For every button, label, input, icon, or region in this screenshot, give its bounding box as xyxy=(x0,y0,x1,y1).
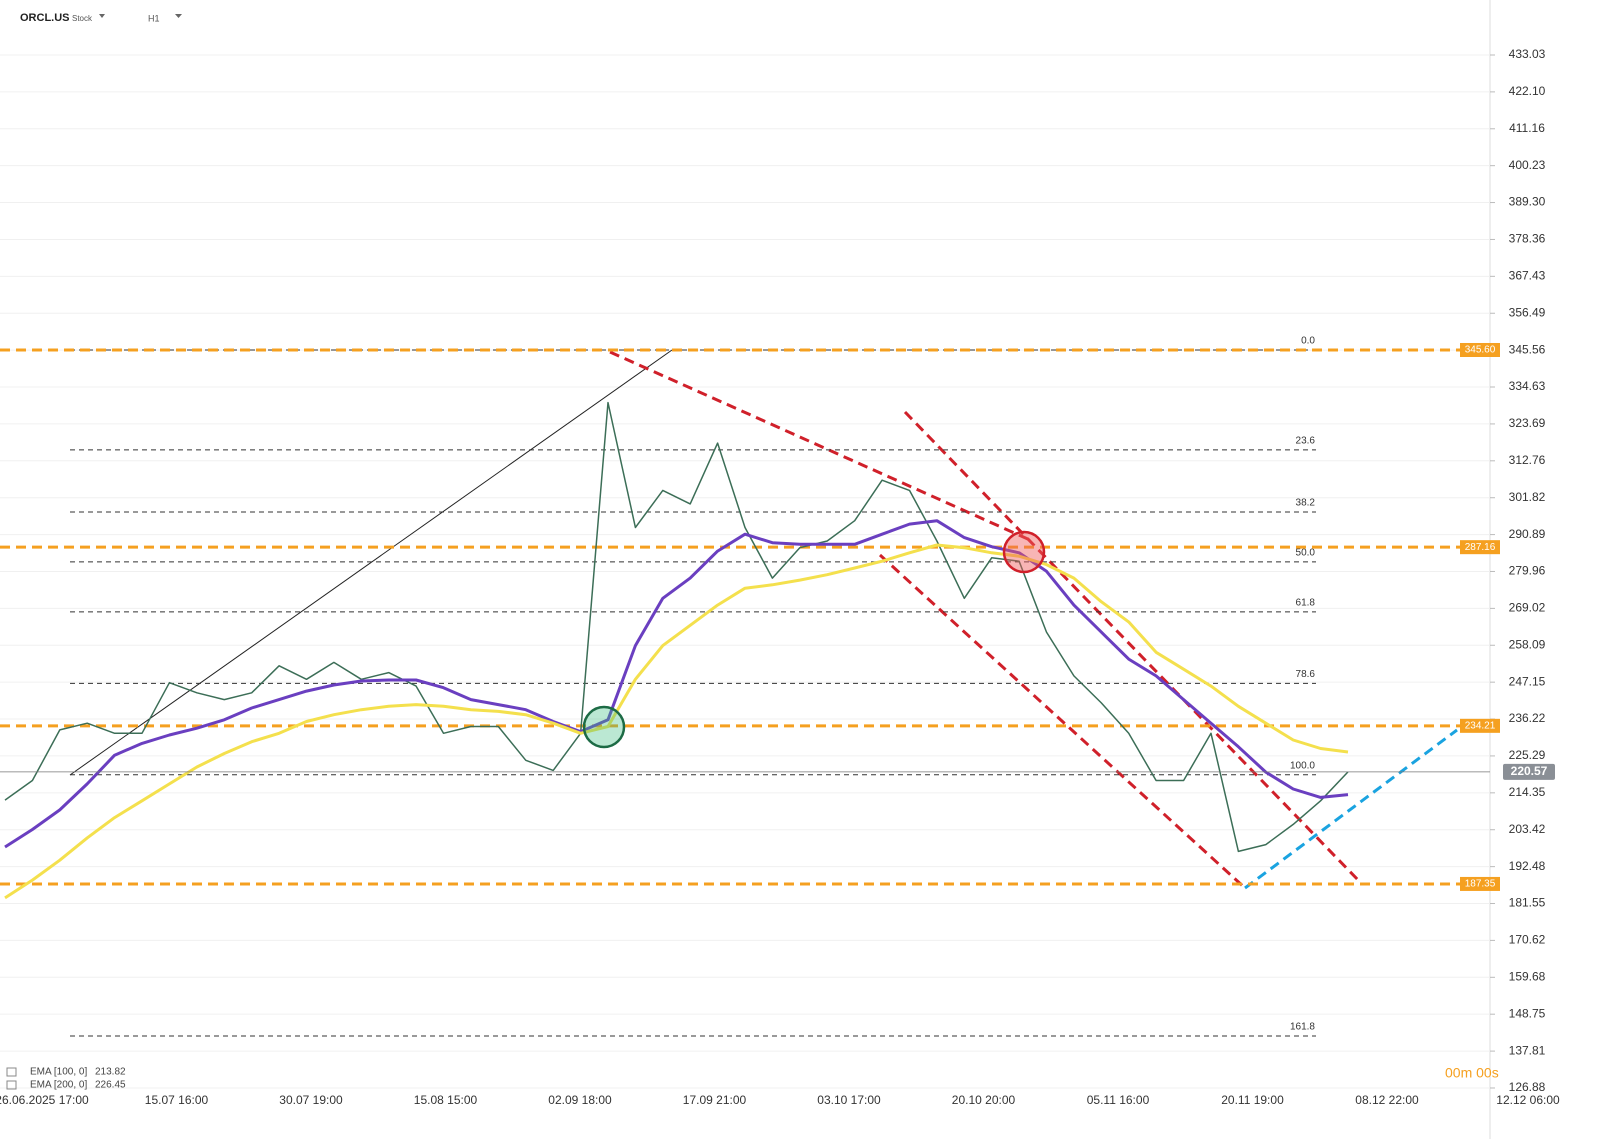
y-tick-label: 148.75 xyxy=(1509,1006,1546,1020)
y-tick-label: 181.55 xyxy=(1509,896,1546,910)
fib-label: 78.6 xyxy=(1296,669,1316,680)
series-line xyxy=(4,519,1349,849)
y-tick-label: 411.16 xyxy=(1509,121,1545,135)
level-label: 287.16 xyxy=(1465,542,1496,553)
y-tick-label: 279.96 xyxy=(1509,564,1546,578)
dropdown-arrow[interactable] xyxy=(99,14,105,18)
y-tick-label: 367.43 xyxy=(1509,269,1546,283)
y-tick-label: 334.63 xyxy=(1509,379,1546,393)
signal-circle xyxy=(1002,530,1046,574)
y-tick-label: 312.76 xyxy=(1509,453,1546,467)
x-tick-label: 08.12 22:00 xyxy=(1355,1093,1419,1107)
trend-line xyxy=(69,349,673,776)
price-tag xyxy=(1503,763,1555,780)
symbol-kind: Stock xyxy=(72,14,93,23)
y-tick-label: 345.56 xyxy=(1509,342,1546,356)
y-tick-label: 258.09 xyxy=(1509,637,1546,651)
x-tick-label: 05.11 16:00 xyxy=(1087,1093,1150,1107)
trend-line xyxy=(903,410,1362,884)
x-tick-label: 02.09 18:00 xyxy=(548,1093,612,1107)
x-tick-label: 30.07 19:00 xyxy=(279,1093,343,1107)
y-tick-label: 225.29 xyxy=(1509,748,1546,762)
legend-value: 226.45 xyxy=(95,1080,126,1091)
level-label: 234.21 xyxy=(1465,720,1496,731)
y-tick-label: 323.69 xyxy=(1509,416,1546,430)
y-tick-label: 400.23 xyxy=(1509,158,1546,172)
trend-line xyxy=(878,553,1247,890)
x-tick-label: 26.06.2025 17:00 xyxy=(0,1093,89,1107)
grid xyxy=(0,54,1490,1089)
y-tick-label: 389.30 xyxy=(1509,195,1546,209)
fib-label: 38.2 xyxy=(1296,498,1316,509)
y-tick-label: 170.62 xyxy=(1509,933,1546,947)
legend-name: EMA [100, 0] xyxy=(30,1067,87,1078)
y-tick-label: 159.68 xyxy=(1509,969,1546,983)
x-tick-label: 03.10 17:00 xyxy=(817,1093,881,1107)
fib-label: 100.0 xyxy=(1290,760,1315,771)
signal-circle xyxy=(582,705,626,749)
timer: 00m 00s xyxy=(1445,1065,1499,1081)
legend-icon xyxy=(6,1080,17,1090)
interval[interactable]: H1 xyxy=(148,13,160,23)
fib-label: 61.8 xyxy=(1296,597,1316,608)
legend-icon xyxy=(6,1067,17,1077)
dropdown-arrow[interactable] xyxy=(175,14,182,18)
x-tick-label: 15.07 16:00 xyxy=(145,1093,209,1107)
price-label: 220.57 xyxy=(1511,764,1548,778)
trend-line xyxy=(609,350,1031,542)
level-tag xyxy=(1460,876,1500,891)
y-tick-label: 214.35 xyxy=(1509,785,1546,799)
x-tick-label: 12.12 06:00 xyxy=(1496,1093,1560,1107)
y-tick-label: 203.42 xyxy=(1509,822,1546,836)
y-tick-label: 433.03 xyxy=(1509,47,1546,61)
y-tick-label: 236.22 xyxy=(1509,711,1546,725)
y-tick-label: 269.02 xyxy=(1509,601,1546,615)
plot: 0.0 23.6 38.2 50.0 61.8 78.6 100.0 161.8 xyxy=(0,336,1490,1037)
series-line xyxy=(4,543,1349,900)
y-tick-label: 301.82 xyxy=(1509,490,1546,504)
y-tick-label: 137.81 xyxy=(1509,1043,1546,1057)
y-tick-label: 290.89 xyxy=(1509,527,1546,541)
x-tick-label: 15.08 15:00 xyxy=(414,1093,478,1107)
y-tick-label: 126.88 xyxy=(1509,1080,1546,1094)
fib-label: 0.0 xyxy=(1301,336,1315,347)
level-label: 345.60 xyxy=(1465,345,1496,356)
fib-label: 23.6 xyxy=(1296,436,1316,447)
x-tick-label: 20.10 20:00 xyxy=(952,1093,1016,1107)
x-tick-label: 20.11 19:00 xyxy=(1221,1093,1284,1107)
y-tick-label: 247.15 xyxy=(1509,674,1546,688)
trend-line xyxy=(1244,728,1458,890)
level-tag xyxy=(1460,342,1500,357)
legend-value: 213.82 xyxy=(95,1067,126,1078)
level-label: 187.35 xyxy=(1465,879,1496,890)
axes: 433.03 422.10 411.16 400.23 389.30 378.36 367.… xyxy=(0,47,1560,1107)
symbol[interactable]: ORCL.US xyxy=(20,12,70,24)
y-tick-label: 192.48 xyxy=(1509,859,1546,873)
y-tick-label: 356.49 xyxy=(1509,305,1546,319)
fib-label: 161.8 xyxy=(1290,1022,1315,1033)
level-tag xyxy=(1460,540,1500,555)
legend-name: EMA [200, 0] xyxy=(30,1080,87,1091)
fib-label: 50.0 xyxy=(1296,548,1316,559)
x-tick-label: 17.09 21:00 xyxy=(683,1093,747,1107)
y-tick-label: 378.36 xyxy=(1509,232,1546,246)
level-tag xyxy=(1460,718,1500,733)
series-line xyxy=(4,401,1349,853)
y-tick-label: 422.10 xyxy=(1509,84,1546,98)
